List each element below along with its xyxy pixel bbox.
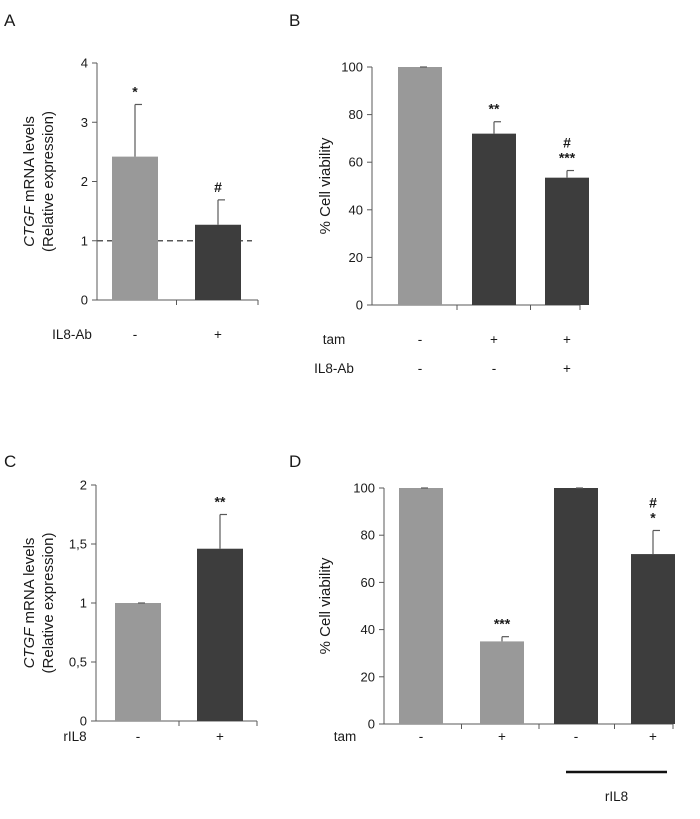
y-axis-title-gene: CTGF <box>21 627 38 669</box>
bar <box>472 133 516 305</box>
significance-label: # <box>649 494 657 510</box>
panel-b: B 0 20 40 60 80 100 % Cell viability ** #*** tam - +… <box>289 11 589 376</box>
y-tick-label: 1 <box>81 233 88 248</box>
y-tick-label: 1,5 <box>69 537 87 552</box>
panel-a: A 0 1 2 3 4 CTGF mRNA levels (Relative expressi… <box>4 11 259 342</box>
y-tick-label: 2 <box>80 478 87 493</box>
y-axis-title: CTGF mRNA levels <box>21 538 38 669</box>
condition-sign: + <box>490 332 498 347</box>
bar <box>398 67 442 305</box>
condition-sign: + <box>498 729 506 744</box>
y-axis-title-text: mRNA levels <box>21 538 38 628</box>
bar <box>112 156 158 300</box>
y-tick-label: 60 <box>349 155 363 170</box>
y-axis-title-line2: (Relative expression) <box>40 533 57 674</box>
y-tick-label: 20 <box>361 669 375 684</box>
bar <box>554 488 598 724</box>
condition-sign: + <box>214 327 222 342</box>
group-label: rIL8 <box>605 789 628 804</box>
bar <box>195 224 241 300</box>
condition-sign: + <box>563 361 571 376</box>
y-tick-label: 100 <box>353 481 375 496</box>
condition-sign: - <box>418 332 423 347</box>
y-axis-title: % Cell viability <box>317 557 334 654</box>
bar <box>480 641 524 724</box>
bar <box>631 554 675 724</box>
y-axis-title-text: mRNA levels <box>21 116 38 206</box>
y-tick-label: 3 <box>81 115 88 130</box>
panel-letter: C <box>4 452 16 471</box>
significance-label: * <box>650 509 656 525</box>
condition-sign: - <box>418 361 423 376</box>
y-tick-label: 1 <box>80 596 87 611</box>
condition-label: tam <box>334 729 357 744</box>
panel-c: C 0 0,5 1 1,5 2 CTGF mRNA levels (Relative expr… <box>4 452 258 744</box>
condition-label: tam <box>323 332 346 347</box>
y-tick-label: 0 <box>81 293 88 308</box>
y-tick-label: 0 <box>80 714 87 729</box>
significance-label: # <box>563 135 571 151</box>
significance-label: ** <box>489 101 500 117</box>
significance-label: *** <box>559 150 576 166</box>
y-axis-title-line2: (Relative expression) <box>40 111 57 252</box>
condition-sign: - <box>133 327 138 342</box>
condition-sign: + <box>216 729 224 744</box>
y-tick-label: 0,5 <box>69 655 87 670</box>
y-axis-title: % Cell viability <box>317 137 334 234</box>
condition-label: IL8-Ab <box>314 361 354 376</box>
y-tick-label: 20 <box>349 250 363 265</box>
y-axis-title-gene: CTGF <box>21 205 38 247</box>
condition-sign: - <box>492 361 497 376</box>
panel-d: D 0 20 40 60 80 100 % Cell viability *** #* tam - + -… <box>289 452 675 804</box>
condition-sign: - <box>419 729 424 744</box>
y-tick-label: 80 <box>361 528 375 543</box>
y-tick-label: 2 <box>81 174 88 189</box>
y-tick-label: 40 <box>361 622 375 637</box>
y-tick-label: 100 <box>341 60 363 75</box>
panel-letter: D <box>289 452 301 471</box>
bar <box>115 603 161 721</box>
condition-sign: + <box>563 332 571 347</box>
condition-sign: - <box>574 729 579 744</box>
condition-sign: - <box>136 729 141 744</box>
y-tick-label: 40 <box>349 202 363 217</box>
bar <box>197 548 243 721</box>
y-tick-label: 0 <box>356 298 363 313</box>
y-tick-label: 4 <box>81 56 88 71</box>
condition-label: rIL8 <box>63 729 86 744</box>
significance-label: * <box>132 83 138 99</box>
significance-label: ** <box>215 494 226 510</box>
y-tick-label: 0 <box>368 717 375 732</box>
panel-letter: A <box>4 11 16 30</box>
bar <box>545 177 589 305</box>
y-tick-label: 60 <box>361 575 375 590</box>
bar <box>399 488 443 724</box>
condition-label: IL8-Ab <box>52 327 92 342</box>
y-axis-title: CTGF mRNA levels <box>21 116 38 247</box>
condition-sign: + <box>649 729 657 744</box>
y-tick-label: 80 <box>349 107 363 122</box>
significance-label: *** <box>494 616 511 632</box>
significance-label: # <box>214 179 222 195</box>
panel-letter: B <box>289 11 300 30</box>
